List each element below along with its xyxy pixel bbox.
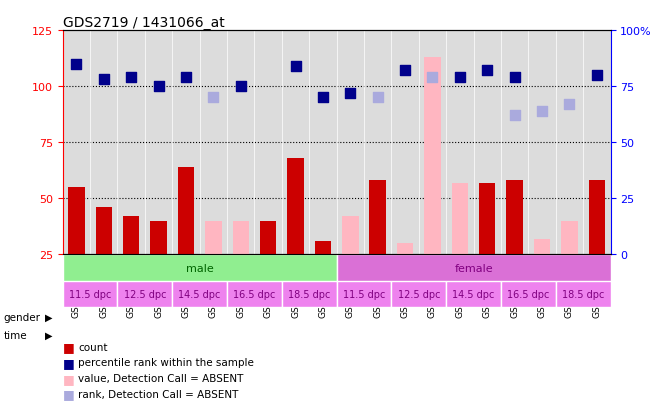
Bar bbox=[589, 181, 605, 255]
Bar bbox=[337, 255, 610, 281]
Text: 12.5 dpc: 12.5 dpc bbox=[123, 290, 166, 299]
Bar bbox=[342, 217, 358, 255]
Text: male: male bbox=[185, 263, 214, 273]
Point bbox=[372, 95, 383, 102]
Bar bbox=[227, 281, 282, 308]
Bar bbox=[287, 159, 304, 255]
Text: ■: ■ bbox=[63, 387, 75, 401]
Point bbox=[510, 113, 520, 119]
Text: GDS2719 / 1431066_at: GDS2719 / 1431066_at bbox=[63, 16, 224, 30]
Bar bbox=[178, 168, 194, 255]
Bar bbox=[315, 241, 331, 255]
Point bbox=[181, 75, 191, 81]
Point bbox=[208, 95, 218, 102]
Point bbox=[317, 95, 328, 102]
Bar bbox=[534, 239, 550, 255]
Text: ▶: ▶ bbox=[45, 312, 52, 322]
Bar bbox=[506, 181, 523, 255]
Text: rank, Detection Call = ABSENT: rank, Detection Call = ABSENT bbox=[78, 389, 238, 399]
Text: 14.5 dpc: 14.5 dpc bbox=[178, 290, 221, 299]
Bar bbox=[150, 221, 167, 255]
Bar bbox=[172, 281, 227, 308]
Bar bbox=[479, 183, 496, 255]
Bar bbox=[96, 208, 112, 255]
Bar bbox=[370, 181, 386, 255]
Point bbox=[510, 75, 520, 81]
Bar bbox=[391, 281, 446, 308]
Text: 16.5 dpc: 16.5 dpc bbox=[233, 290, 276, 299]
Bar bbox=[260, 221, 277, 255]
Bar bbox=[232, 221, 249, 255]
Bar bbox=[123, 217, 139, 255]
Text: 12.5 dpc: 12.5 dpc bbox=[397, 290, 440, 299]
Text: 16.5 dpc: 16.5 dpc bbox=[507, 290, 550, 299]
Point bbox=[126, 75, 137, 81]
Bar bbox=[556, 281, 611, 308]
Bar bbox=[117, 281, 172, 308]
Text: gender: gender bbox=[3, 312, 40, 322]
Bar bbox=[282, 281, 337, 308]
Point bbox=[236, 83, 246, 90]
Bar bbox=[446, 281, 501, 308]
Point bbox=[71, 61, 82, 68]
Point bbox=[153, 83, 164, 90]
Text: ■: ■ bbox=[63, 340, 75, 354]
Point bbox=[455, 75, 465, 81]
Bar bbox=[63, 255, 337, 281]
Text: 11.5 dpc: 11.5 dpc bbox=[69, 290, 112, 299]
Point bbox=[427, 75, 438, 81]
Bar bbox=[501, 281, 556, 308]
Bar bbox=[451, 183, 468, 255]
Bar bbox=[424, 58, 441, 255]
Bar bbox=[63, 281, 117, 308]
Text: female: female bbox=[454, 263, 493, 273]
Bar bbox=[68, 188, 84, 255]
Text: ▶: ▶ bbox=[45, 330, 52, 340]
Text: 11.5 dpc: 11.5 dpc bbox=[343, 290, 385, 299]
Point bbox=[591, 72, 602, 79]
Text: value, Detection Call = ABSENT: value, Detection Call = ABSENT bbox=[78, 373, 244, 383]
Bar bbox=[205, 221, 222, 255]
Point bbox=[98, 77, 109, 83]
Text: 14.5 dpc: 14.5 dpc bbox=[452, 290, 495, 299]
Text: ■: ■ bbox=[63, 372, 75, 385]
Point bbox=[290, 64, 301, 70]
Bar bbox=[337, 281, 391, 308]
Point bbox=[345, 90, 356, 97]
Point bbox=[537, 108, 547, 115]
Point bbox=[400, 68, 411, 75]
Text: ■: ■ bbox=[63, 356, 75, 369]
Text: 18.5 dpc: 18.5 dpc bbox=[562, 290, 605, 299]
Text: percentile rank within the sample: percentile rank within the sample bbox=[78, 358, 253, 368]
Text: time: time bbox=[3, 330, 27, 340]
Text: 18.5 dpc: 18.5 dpc bbox=[288, 290, 331, 299]
Text: count: count bbox=[78, 342, 108, 352]
Point bbox=[564, 102, 575, 108]
Bar bbox=[561, 221, 578, 255]
Point bbox=[482, 68, 492, 75]
Bar bbox=[397, 244, 413, 255]
